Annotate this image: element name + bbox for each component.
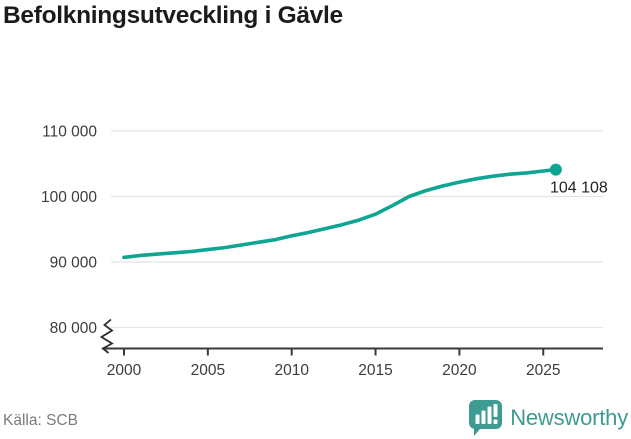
y-axis-tick-label: 90 000: [50, 255, 98, 272]
logo-bar-2: [481, 410, 486, 424]
logo-bar-3: [487, 406, 492, 424]
axis-break-icon: [99, 318, 114, 354]
y-axis-tick-label: 100 000: [41, 189, 97, 206]
source-label: Källa: SCB: [3, 412, 78, 429]
population-trend-line: [122, 167, 558, 260]
brand-name: Newsworthy: [510, 404, 628, 430]
newsworthy-logo-icon: [469, 400, 503, 436]
latest-value-label: 104 108: [550, 180, 608, 197]
x-axis-tick-label: 2015: [358, 362, 392, 379]
logo-exclamation-dot: [493, 419, 498, 424]
x-axis-tick-label: 2010: [274, 362, 309, 379]
newsworthy-logo: Newsworthy: [467, 399, 628, 436]
y-axis-tick-label: 80 000: [50, 320, 98, 337]
page-title: Befolkningsutveckling i Gävle: [3, 2, 343, 29]
logo-bar-1: [475, 414, 480, 424]
y-axis-tick-label: 110 000: [42, 124, 97, 141]
x-axis-tick-label: 2005: [191, 362, 225, 379]
latest-value-point: [549, 163, 562, 176]
logo-exclamation-stem: [493, 404, 498, 417]
x-axis-tick-label: 2000: [107, 362, 142, 379]
x-axis-tick-label: 2025: [526, 362, 560, 379]
x-axis-tick-label: 2020: [442, 362, 477, 379]
